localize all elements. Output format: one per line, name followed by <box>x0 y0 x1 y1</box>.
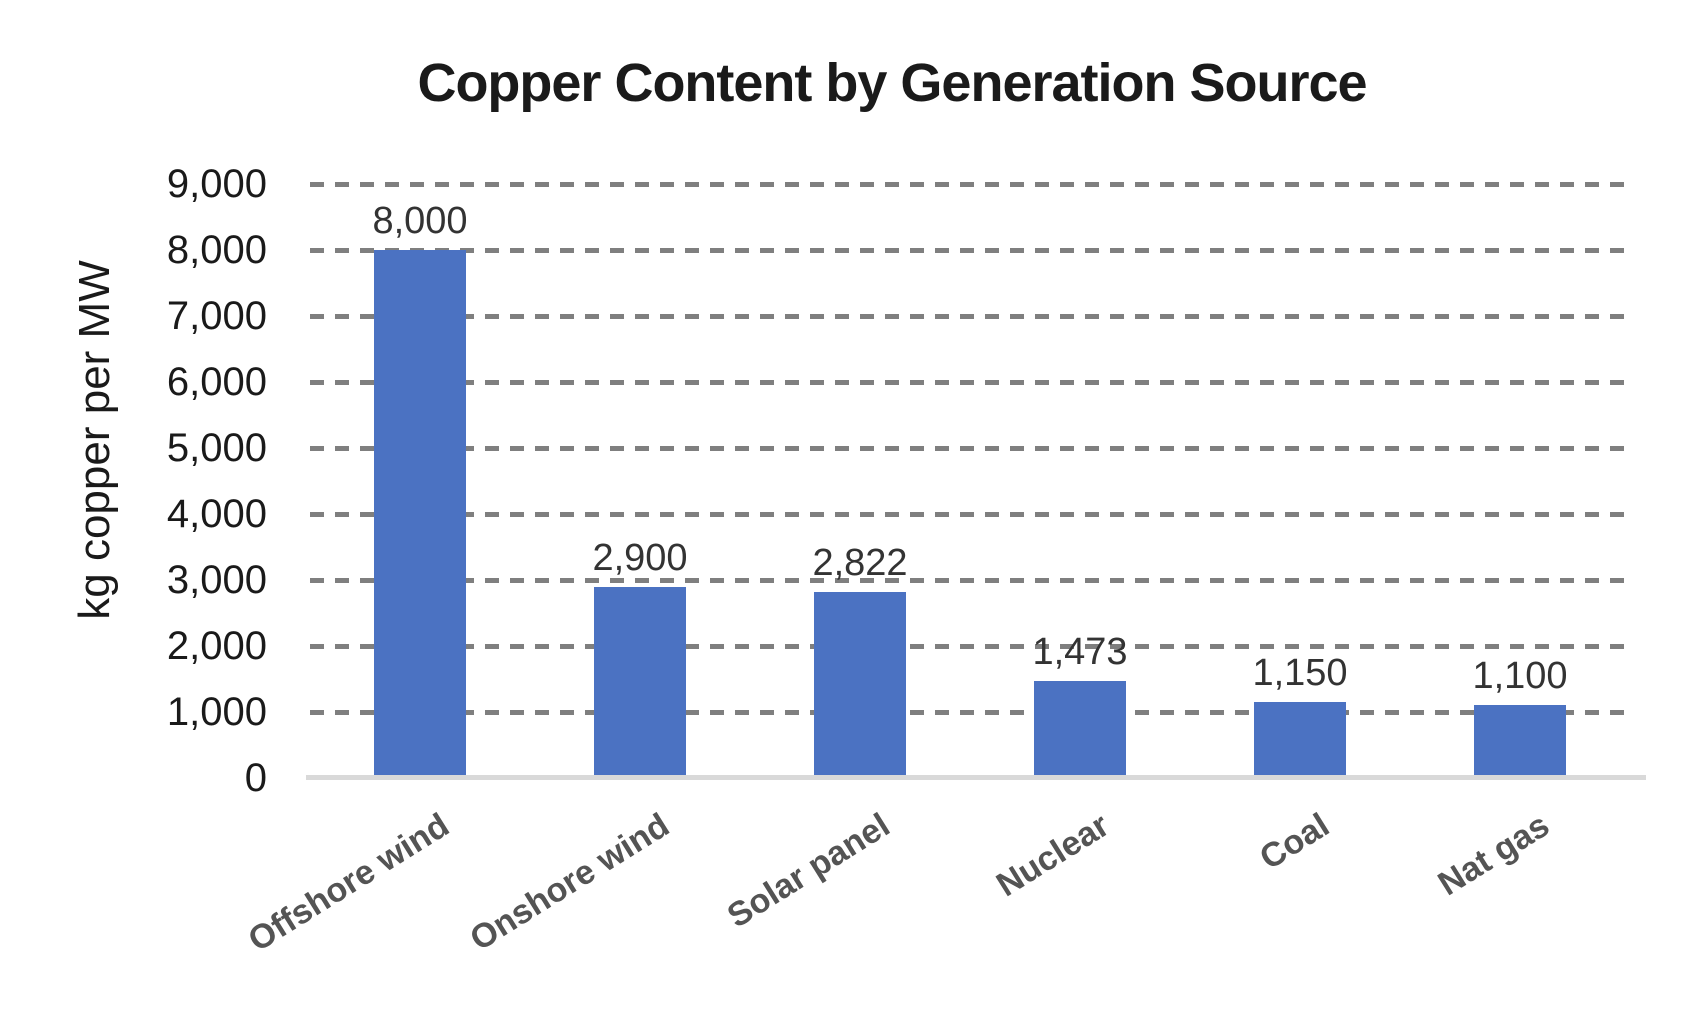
y-tick-label: 2,000 <box>166 624 267 668</box>
gridline-2,000 <box>310 644 1630 649</box>
bar-onshore-wind <box>594 586 686 778</box>
x-category-label-nuclear: Nuclear <box>990 806 1117 905</box>
gridline-9,000 <box>310 182 1630 187</box>
plot-area: 8,000 2,900 2,822 1,473 1,150 1,100 <box>310 182 1630 778</box>
bar-value-label: 1,100 <box>1472 655 1568 698</box>
gridline-6,000 <box>310 380 1630 385</box>
bar-value-label: 1,473 <box>1032 630 1128 673</box>
bar-nat-gas <box>1474 705 1566 778</box>
bar-value-label: 2,822 <box>812 541 908 584</box>
x-category-label-coal: Coal <box>1253 806 1337 878</box>
y-tick-label: 8,000 <box>166 228 267 272</box>
x-category-label-solar-panel: Solar panel <box>720 806 897 936</box>
gridline-3,000 <box>310 578 1630 583</box>
bar-solar-panel <box>814 591 906 778</box>
bar-offshore-wind <box>374 250 466 778</box>
gridline-4,000 <box>310 512 1630 517</box>
bar-value-label: 8,000 <box>372 200 468 242</box>
bar-nuclear <box>1034 680 1126 778</box>
x-category-label-onshore-wind: Onshore wind <box>463 806 677 959</box>
y-tick-label: 5,000 <box>166 426 267 470</box>
bar-value-label: 1,150 <box>1252 652 1348 695</box>
y-tick-label: 9,000 <box>166 162 267 206</box>
y-tick-label: 6,000 <box>166 360 267 404</box>
y-tick-label: 0 <box>244 756 267 800</box>
x-category-label-offshore-wind: Offshore wind <box>242 806 457 960</box>
bar-value-label: 2,900 <box>592 536 688 579</box>
y-tick-label: 1,000 <box>166 690 267 734</box>
gridline-7,000 <box>310 314 1630 319</box>
chart-title: Copper Content by Generation Source <box>417 53 1367 113</box>
bar-coal <box>1254 702 1346 778</box>
y-tick-label: 4,000 <box>166 492 267 536</box>
x-axis-line <box>306 775 1646 780</box>
gridline-1,000 <box>310 710 1630 715</box>
y-tick-label: 3,000 <box>166 558 267 602</box>
x-category-label-nat-gas: Nat gas <box>1431 806 1557 904</box>
gridline-5,000 <box>310 446 1630 451</box>
gridline-8,000 <box>310 248 1630 253</box>
y-tick-label: 7,000 <box>166 294 267 338</box>
